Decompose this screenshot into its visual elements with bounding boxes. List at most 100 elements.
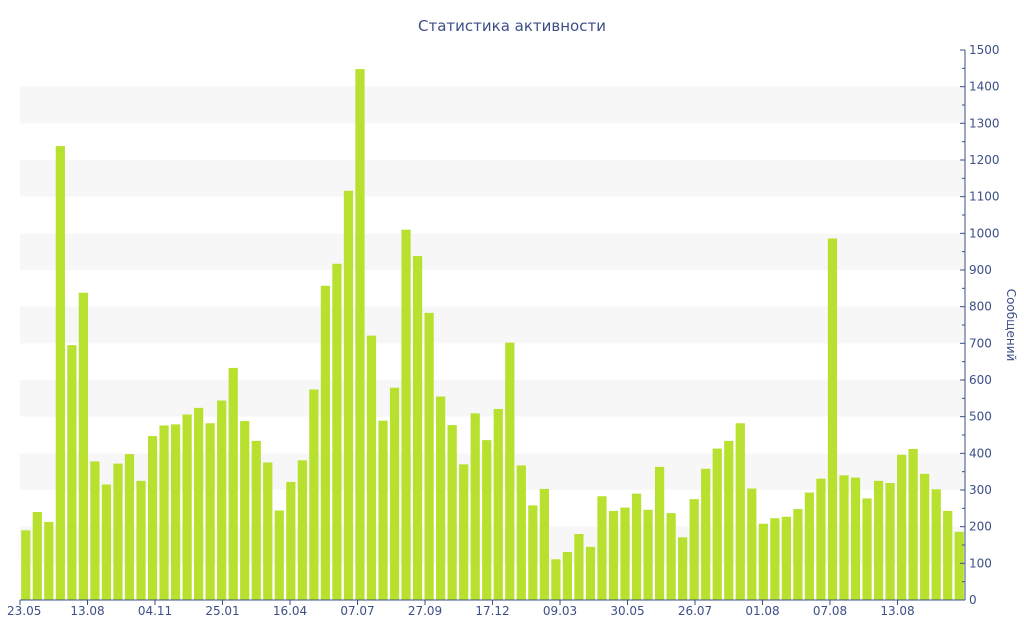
x-tick-label: 16.04 (273, 604, 307, 618)
bar (585, 546, 596, 600)
x-tick-label: 17.12 (475, 604, 509, 618)
bar (770, 518, 780, 600)
bar (551, 559, 561, 600)
bar (816, 478, 826, 600)
bar (240, 421, 250, 600)
bar (274, 510, 284, 600)
y-tick-label: 1100 (969, 190, 1000, 204)
y-tick-label: 500 (969, 410, 992, 424)
grid-band (20, 380, 965, 417)
y-tick-label: 1000 (969, 226, 1000, 240)
x-tick-label: 13.08 (880, 604, 914, 618)
bar (424, 312, 434, 600)
bar (286, 481, 296, 600)
y-tick-label: 900 (969, 263, 992, 277)
y-tick-label: 1200 (969, 153, 1000, 167)
bar (954, 531, 964, 600)
bar (620, 507, 630, 600)
bar (470, 413, 480, 600)
bar (747, 488, 757, 600)
bar (908, 448, 918, 600)
bar (631, 493, 642, 600)
x-tick-label: 27.09 (408, 604, 442, 618)
x-tick-label: 09.03 (543, 604, 577, 618)
bar (55, 146, 65, 600)
bar (827, 238, 838, 600)
grid-bands (20, 86, 965, 564)
grid-band (20, 86, 965, 124)
bar (712, 448, 722, 600)
bar (263, 462, 273, 600)
y-tick-label: 1400 (969, 80, 1000, 94)
bar (297, 460, 307, 600)
bar (493, 408, 503, 600)
bar (389, 387, 400, 600)
x-tick-label: 26.07 (678, 604, 712, 618)
bar (897, 454, 907, 600)
bar (643, 509, 653, 600)
bar (516, 465, 526, 600)
x-tick-label: 07.07 (340, 604, 374, 618)
x-tick-label: 04.11 (138, 604, 172, 618)
bar (436, 396, 446, 600)
bar (67, 345, 77, 600)
bar (678, 537, 688, 600)
bar (597, 496, 607, 600)
bar (343, 190, 354, 601)
bar (113, 463, 123, 600)
bar (228, 367, 238, 600)
y-tick-label: 1300 (969, 116, 1000, 130)
x-tick-label: 13.08 (70, 604, 104, 618)
bar (943, 510, 953, 600)
bar (412, 256, 423, 600)
bar (44, 521, 54, 600)
bar (482, 440, 492, 600)
y-tick-label: 700 (969, 336, 992, 350)
bar (539, 488, 549, 600)
bar (850, 477, 861, 600)
y-ticks: 0 100 200 300 400 500 600 700 800 900 1000 1100 1200… (960, 43, 1000, 607)
bar (147, 436, 158, 600)
bar (101, 484, 112, 600)
bar (873, 480, 884, 600)
y-tick-label: 800 (969, 300, 992, 314)
y-tick-label: 600 (969, 373, 992, 387)
bar (205, 423, 215, 600)
y-tick-label: 0 (969, 593, 977, 607)
bar (124, 454, 135, 600)
bar (666, 513, 676, 600)
bar (562, 551, 573, 600)
bar (21, 530, 31, 600)
bar (724, 440, 734, 600)
bar (447, 425, 457, 600)
bar (182, 414, 192, 600)
x-tick-label: 25.01 (205, 604, 239, 618)
bar (320, 285, 331, 600)
y-tick-label: 100 (969, 556, 992, 570)
x-tick-label: 23.05 (7, 604, 41, 618)
bar (459, 464, 469, 600)
y-tick-label: 200 (969, 520, 992, 534)
bar (701, 468, 711, 600)
bar (159, 425, 169, 600)
bar (793, 509, 803, 600)
bar (401, 229, 411, 601)
chart-title: Статистика активности (418, 17, 606, 35)
bar (862, 498, 872, 600)
bar (309, 389, 319, 600)
bar (378, 420, 388, 600)
bar (32, 512, 42, 600)
bar (920, 473, 930, 600)
grid-band (20, 160, 965, 197)
x-tick-label: 30.05 (610, 604, 644, 618)
bar (90, 461, 100, 600)
bar (804, 492, 815, 600)
x-tick-label: 01.08 (745, 604, 779, 618)
bar (689, 499, 699, 600)
y-tick-label: 300 (969, 483, 992, 497)
y-tick-label: 400 (969, 446, 992, 460)
y-axis-label: Сообщений (1004, 289, 1018, 362)
x-ticks: 23.05 13.08 04.11 25.01 16.04 07.07 27.09 17.12… (7, 600, 915, 618)
y-tick-label: 1500 (969, 43, 1000, 57)
